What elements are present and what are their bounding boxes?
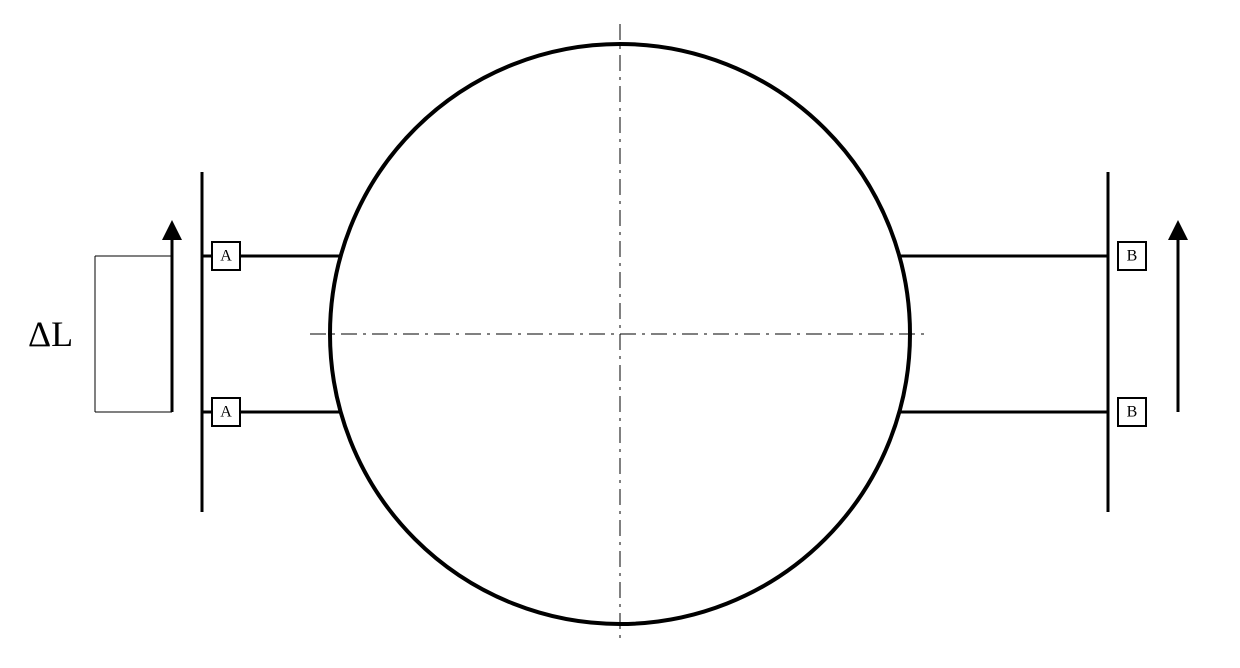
delta-l-label: ΔL <box>28 314 73 354</box>
slider-label-right-upper: B <box>1127 248 1138 265</box>
slider-label-left-lower: A <box>220 404 232 421</box>
slider-label-left-upper: A <box>220 248 232 265</box>
slider-label-right-lower: B <box>1127 404 1138 421</box>
